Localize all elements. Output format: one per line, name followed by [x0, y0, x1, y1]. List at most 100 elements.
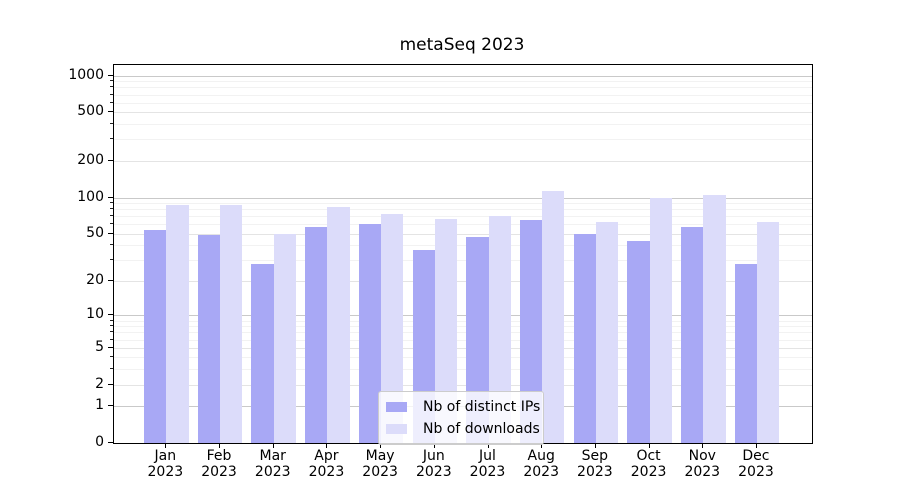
y-tick-label: 500	[77, 103, 104, 120]
x-tick-mark	[165, 443, 167, 448]
x-tick-mark	[219, 443, 221, 448]
bar-may-distinct-ips	[358, 223, 382, 443]
x-tick-year: 2023	[254, 463, 291, 480]
y-minor-tick-mark	[110, 101, 113, 103]
major-gridline	[114, 347, 812, 349]
major-gridline	[114, 112, 812, 114]
minor-gridline	[114, 357, 812, 359]
x-tick-year: 2023	[523, 463, 559, 480]
x-tick-label: Oct 2023	[619, 448, 679, 480]
legend-item-distinct-ips: Nb of distinct IPs	[386, 396, 540, 418]
x-tick-mark	[755, 443, 757, 448]
bar-apr-downloads	[327, 206, 350, 443]
major-gridline	[114, 315, 812, 317]
y-minor-tick-mark	[110, 244, 113, 246]
y-minor-tick-mark	[110, 123, 113, 125]
bar-feb-downloads	[220, 204, 243, 443]
x-tick-mark	[702, 443, 704, 448]
y-tick-label: 2	[95, 375, 104, 392]
legend-swatch-distinct-ips	[386, 402, 407, 412]
y-tick-mark	[108, 314, 113, 316]
x-tick-month: Jul	[479, 448, 496, 464]
y-tick-label: 200	[77, 151, 104, 168]
bar-apr-distinct-ips	[305, 227, 328, 443]
bar-jan-downloads	[166, 204, 189, 443]
major-gridline	[114, 384, 812, 386]
x-tick-label: Apr 2023	[296, 448, 356, 480]
minor-gridline	[114, 81, 812, 83]
bar-sep-downloads	[595, 221, 619, 443]
y-minor-tick-mark	[110, 138, 113, 140]
y-tick-label: 10	[86, 306, 104, 323]
x-tick-year: 2023	[147, 463, 184, 480]
y-tick-mark	[108, 383, 113, 385]
plot-area	[113, 64, 813, 444]
y-tick-mark	[108, 346, 113, 348]
x-tick-label: May 2023	[350, 448, 410, 480]
legend-label-distinct-ips: Nb of distinct IPs	[423, 399, 541, 415]
x-tick-month: Dec	[742, 448, 770, 464]
x-tick-month: Oct	[636, 448, 661, 464]
x-tick-label: Jun 2023	[404, 448, 464, 480]
minor-gridline	[114, 139, 812, 141]
y-minor-tick-mark	[110, 259, 113, 261]
bar-aug-downloads	[542, 191, 565, 443]
minor-gridline	[114, 320, 812, 322]
minor-gridline	[114, 216, 812, 218]
x-tick-year: 2023	[684, 463, 721, 480]
y-tick-label: 20	[86, 272, 104, 289]
y-tick-label: 1	[95, 397, 104, 414]
x-tick-label: Sep 2023	[565, 448, 625, 480]
x-tick-year: 2023	[577, 463, 613, 480]
minor-gridline	[114, 332, 812, 334]
minor-gridline	[114, 339, 812, 341]
y-minor-tick-mark	[110, 368, 113, 370]
major-gridline	[114, 233, 812, 235]
y-tick-label: 1000	[68, 66, 104, 83]
major-gridline	[114, 281, 812, 283]
major-gridline	[114, 197, 812, 199]
x-tick-month: Aug	[527, 448, 555, 464]
y-minor-tick-mark	[110, 319, 113, 321]
major-gridline	[114, 160, 812, 162]
x-tick-mark	[648, 443, 650, 448]
y-tick-mark	[108, 232, 113, 234]
bar-oct-downloads	[649, 197, 672, 443]
x-tick-label: Aug 2023	[511, 448, 571, 480]
bar-sep-distinct-ips	[573, 233, 596, 443]
bar-dec-distinct-ips	[734, 263, 757, 443]
bar-mar-distinct-ips	[251, 263, 274, 443]
y-minor-tick-mark	[110, 208, 113, 210]
x-tick-month: Nov	[688, 448, 716, 464]
chart-title: metaSeq 2023	[399, 35, 525, 55]
x-tick-month: May	[365, 448, 395, 464]
y-tick-label: 5	[95, 338, 104, 355]
bar-jan-distinct-ips	[144, 229, 167, 443]
x-tick-month: Sep	[581, 448, 609, 464]
x-tick-mark	[541, 443, 543, 448]
y-minor-tick-mark	[110, 215, 113, 217]
bar-may-downloads	[381, 214, 404, 443]
x-tick-mark	[594, 443, 596, 448]
x-tick-month: Jan	[154, 448, 177, 464]
bar-mar-downloads	[273, 233, 297, 443]
legend-item-downloads: Nb of downloads	[386, 418, 540, 440]
major-gridline	[114, 75, 812, 77]
x-tick-year: 2023	[630, 463, 667, 480]
x-tick-year: 2023	[415, 463, 452, 480]
y-minor-tick-mark	[110, 223, 113, 225]
x-tick-year: 2023	[362, 463, 398, 480]
bar-aug-distinct-ips	[519, 220, 543, 443]
y-minor-tick-mark	[110, 325, 113, 327]
y-minor-tick-mark	[110, 202, 113, 204]
minor-gridline	[114, 94, 812, 96]
x-tick-label: Dec 2023	[726, 448, 786, 480]
x-tick-year: 2023	[308, 463, 345, 480]
y-tick-label: 50	[86, 224, 104, 241]
y-minor-tick-mark	[110, 356, 113, 358]
y-tick-mark	[108, 405, 113, 407]
bar-jul-downloads	[488, 216, 511, 443]
y-tick-label: 0	[95, 434, 104, 450]
x-tick-mark	[433, 443, 435, 448]
